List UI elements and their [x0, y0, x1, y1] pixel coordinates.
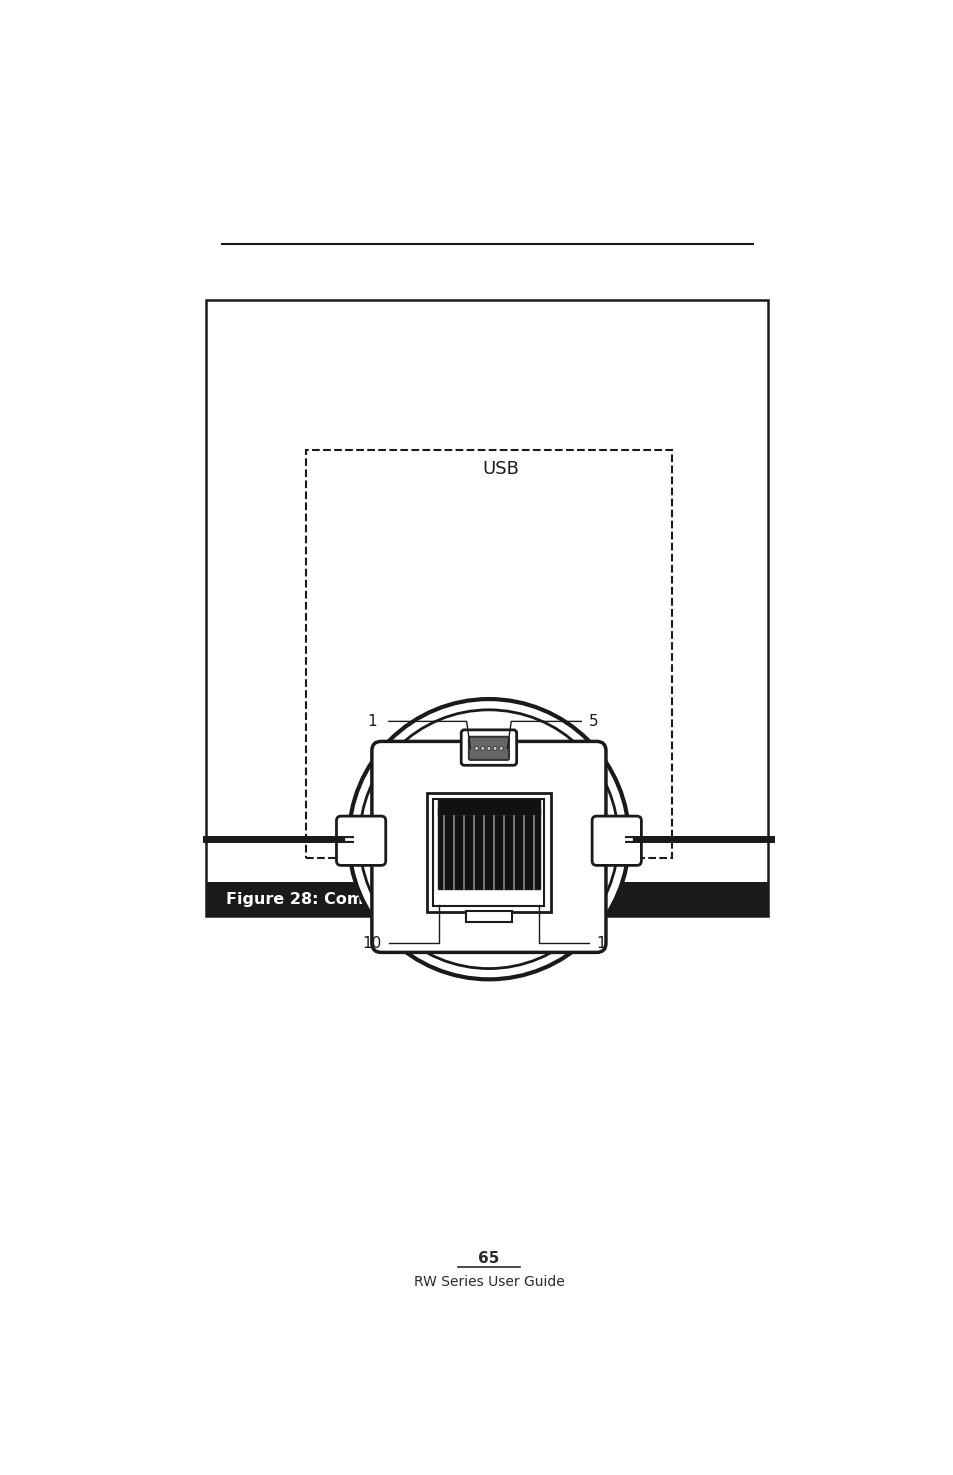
Bar: [206, 882, 767, 916]
Text: USB: USB: [482, 460, 518, 478]
Bar: [433, 799, 544, 906]
Bar: [465, 910, 512, 922]
Bar: [306, 450, 672, 858]
FancyBboxPatch shape: [460, 730, 517, 766]
Text: 1: 1: [596, 935, 606, 951]
Circle shape: [359, 709, 618, 969]
Circle shape: [475, 746, 478, 751]
Bar: [437, 799, 539, 814]
FancyBboxPatch shape: [469, 738, 508, 760]
Circle shape: [480, 746, 484, 751]
Bar: [437, 808, 539, 889]
Circle shape: [498, 746, 502, 751]
FancyBboxPatch shape: [372, 742, 605, 953]
Text: RW Series User Guide: RW Series User Guide: [413, 1274, 564, 1289]
Circle shape: [493, 746, 497, 751]
Text: RS232: RS232: [469, 826, 532, 845]
Text: Figure 28: Communication Ports: Figure 28: Communication Ports: [225, 892, 517, 907]
Text: 10: 10: [361, 935, 381, 951]
Text: 1: 1: [367, 714, 376, 729]
Circle shape: [486, 746, 491, 751]
FancyBboxPatch shape: [592, 816, 640, 866]
Bar: [206, 301, 767, 916]
Text: 5: 5: [588, 714, 598, 729]
Circle shape: [349, 699, 628, 979]
Bar: [427, 794, 550, 913]
FancyBboxPatch shape: [336, 816, 385, 866]
Text: 65: 65: [477, 1251, 499, 1267]
